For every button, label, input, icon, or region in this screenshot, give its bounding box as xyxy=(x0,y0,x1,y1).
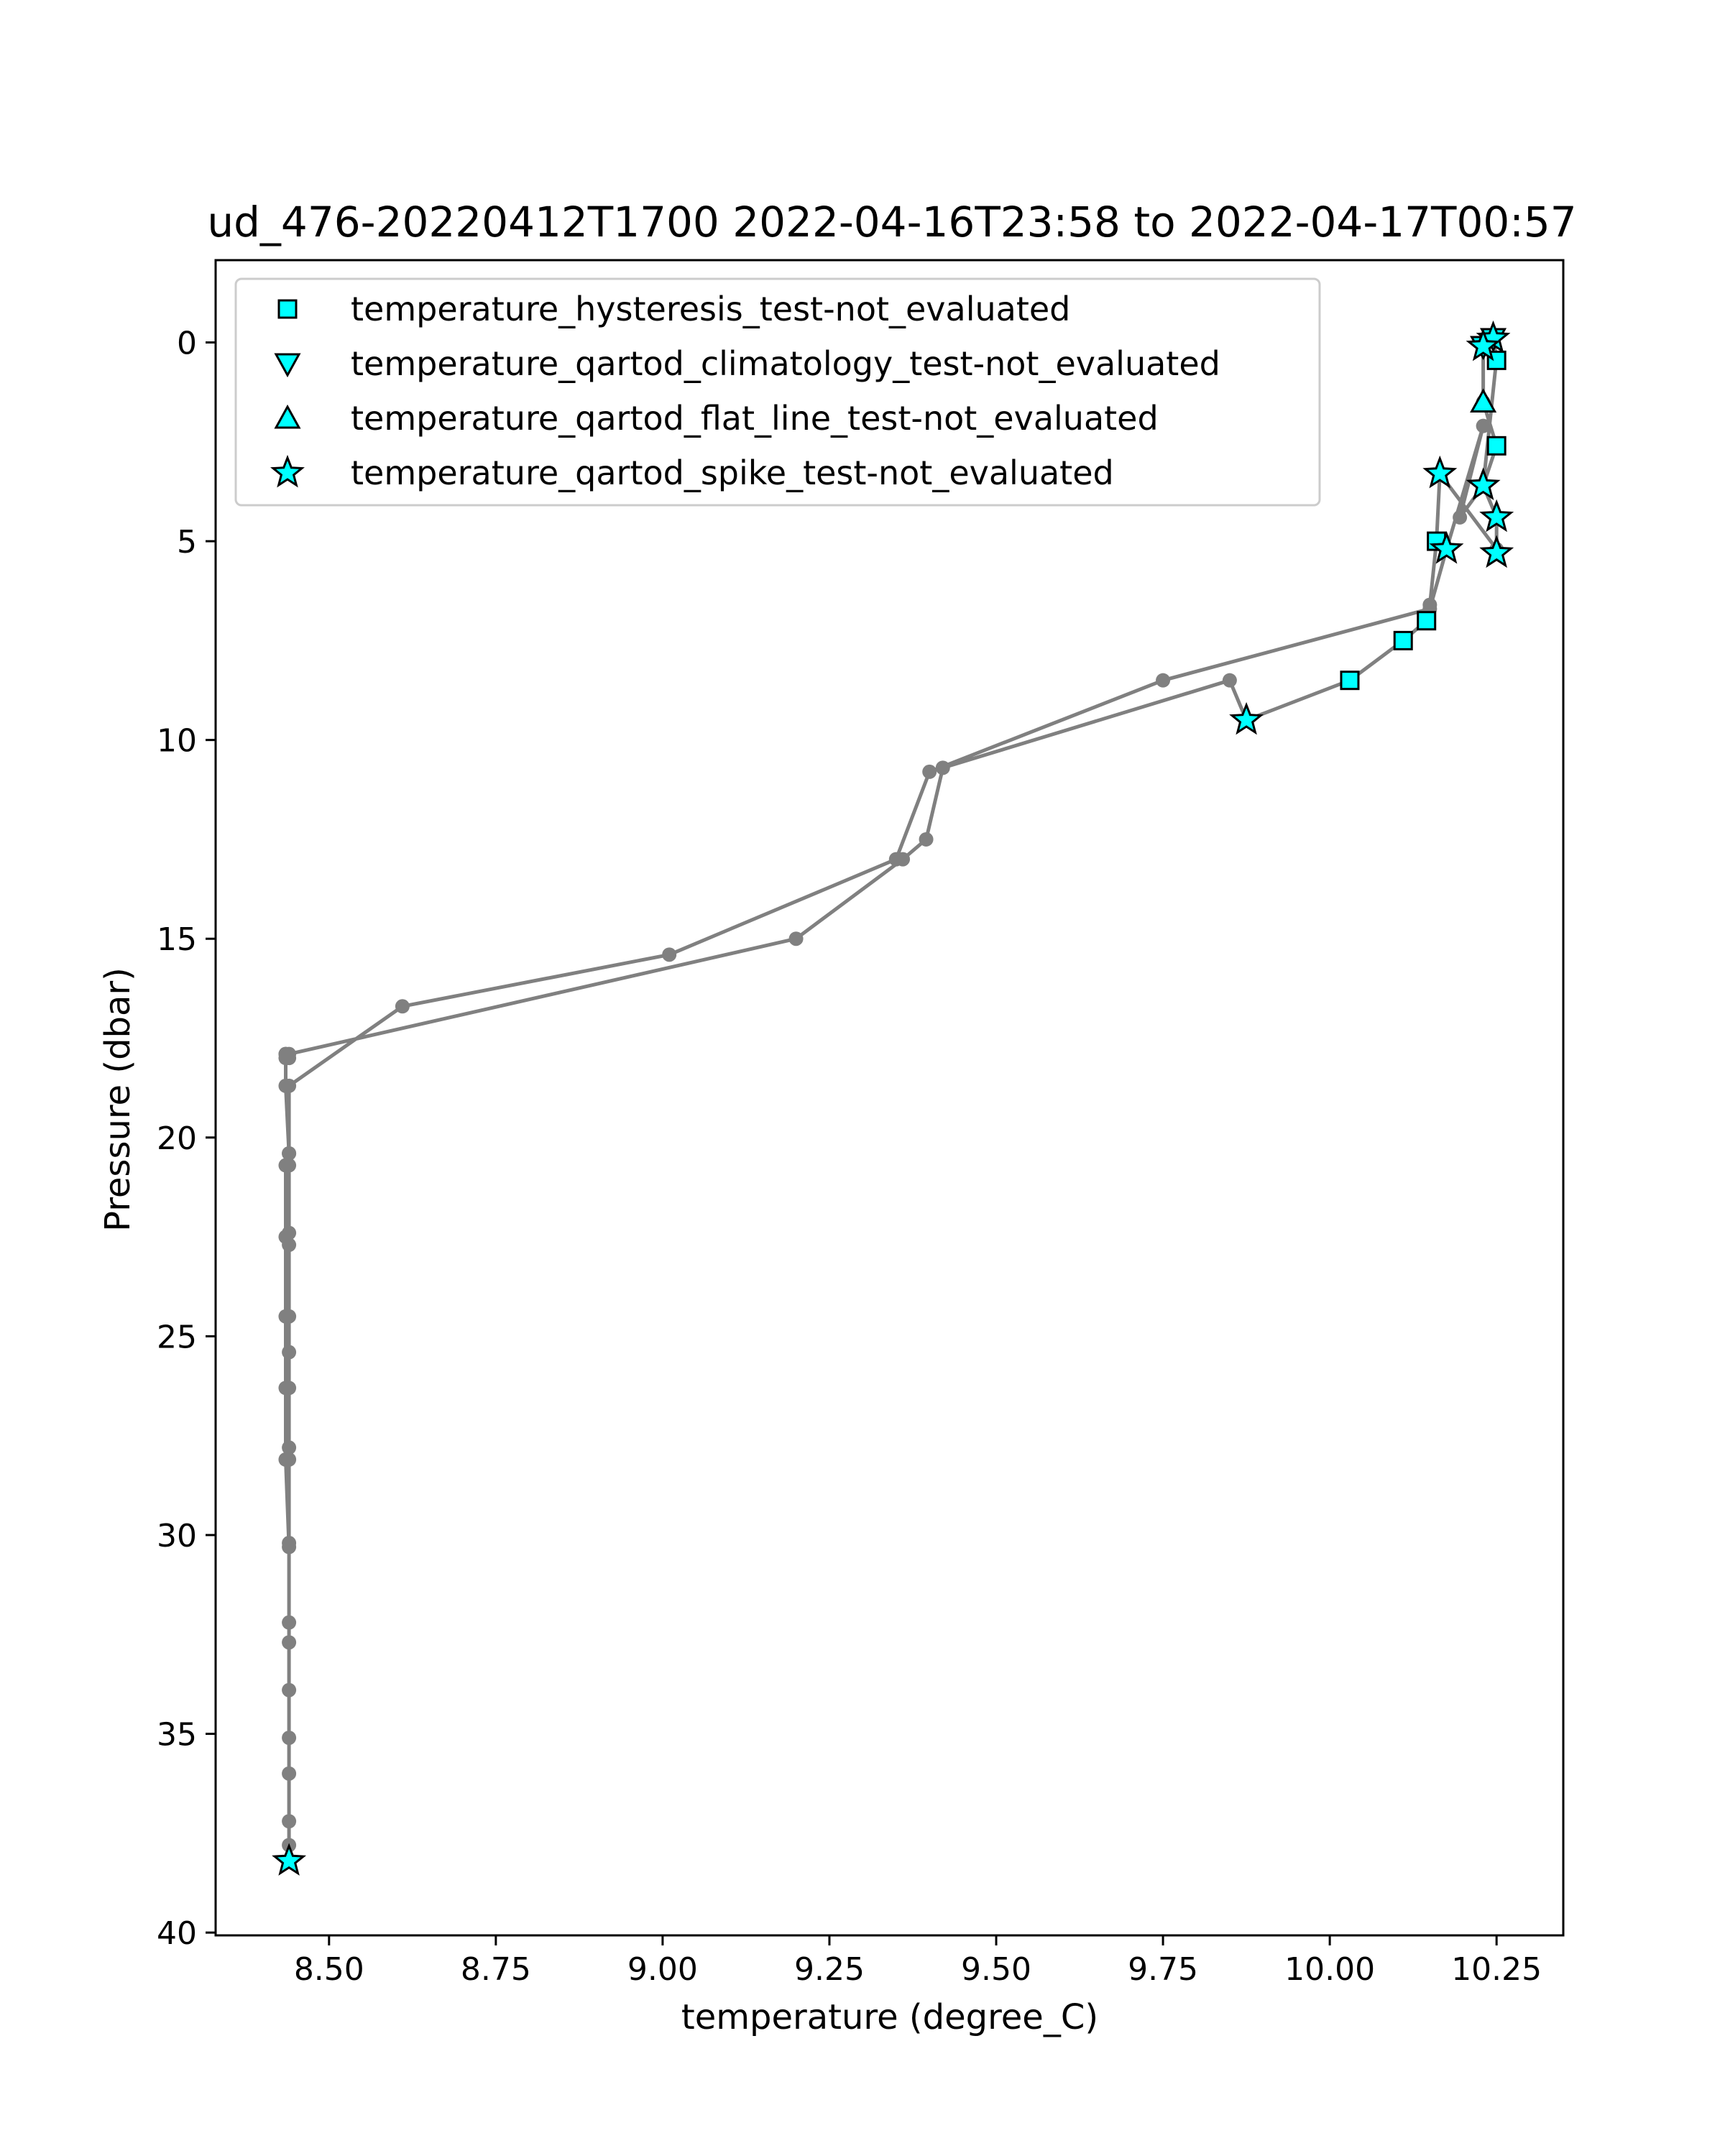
x-tick-label: 10.25 xyxy=(1451,1951,1542,1988)
series-marker-square xyxy=(1340,671,1360,691)
x-tick-label: 8.75 xyxy=(461,1951,531,1988)
y-tick-label: 40 xyxy=(157,1915,197,1952)
x-tick-label: 9.00 xyxy=(627,1951,698,1988)
x-tick-label: 8.50 xyxy=(294,1951,364,1988)
plot-frame xyxy=(214,259,1565,1937)
chart-title: ud_476-20220412T1700 2022-04-16T23:58 to… xyxy=(207,198,1576,247)
profile-point xyxy=(282,1345,297,1360)
y-tick-label: 25 xyxy=(157,1319,197,1355)
profile-point xyxy=(282,1766,297,1781)
profile-point xyxy=(282,1309,297,1324)
series-marker-square xyxy=(1417,611,1437,631)
y-tick-label: 0 xyxy=(177,326,197,362)
profile-point xyxy=(935,760,950,775)
profile-point xyxy=(282,1440,297,1455)
y-axis-label: Pressure (dbar) xyxy=(98,967,138,1232)
y-tick-label: 30 xyxy=(157,1518,197,1554)
x-axis: 8.50 8.75 9.00 9.25 9.50 9.75 10.00 10.25 xyxy=(294,1935,1542,1988)
x-tick-label: 9.25 xyxy=(794,1951,865,1988)
series-marker-star xyxy=(1466,328,1501,361)
profile-point xyxy=(282,1814,297,1829)
profile-point xyxy=(282,1536,297,1551)
legend-marker-triangle-down xyxy=(274,353,301,378)
profile-line xyxy=(284,337,1499,1864)
y-axis: 0 5 10 15 20 25 30 35 40 xyxy=(157,326,216,1952)
profile-point xyxy=(1476,418,1491,433)
x-axis-label: temperature (degree_C) xyxy=(681,1997,1098,2037)
profile-point xyxy=(282,1046,297,1061)
legend-box xyxy=(234,277,1321,507)
profile-point xyxy=(1453,510,1468,525)
y-tick-label: 15 xyxy=(157,921,197,958)
series-marker-star xyxy=(1479,499,1514,533)
series-marker-star xyxy=(272,1843,307,1876)
profile-point xyxy=(662,947,677,962)
series-marker-triangle-up xyxy=(1470,388,1497,413)
legend-marker-triangle-up xyxy=(274,404,301,429)
y-tick-label: 20 xyxy=(157,1120,197,1157)
profile-point xyxy=(282,1381,297,1396)
profile-point xyxy=(282,1158,297,1173)
profile-point xyxy=(922,764,937,779)
series-marker-star xyxy=(1422,455,1458,489)
profile-point xyxy=(282,1615,297,1630)
profile-point xyxy=(919,831,934,847)
y-tick-label: 5 xyxy=(177,524,197,561)
profile-point xyxy=(395,999,410,1014)
profile-point xyxy=(788,931,804,946)
profile-point xyxy=(1222,673,1237,688)
profile-point xyxy=(282,1682,297,1697)
x-tick-label: 9.75 xyxy=(1128,1951,1198,1988)
profile-point xyxy=(282,1635,297,1650)
y-tick-label: 10 xyxy=(157,723,197,760)
x-tick-label: 9.50 xyxy=(961,1951,1031,1988)
profile-point xyxy=(282,1731,297,1746)
series-marker-star xyxy=(1429,530,1464,564)
legend: temperature_hysteresis_test-not_evaluate… xyxy=(234,277,1321,507)
profile-point xyxy=(282,1452,297,1467)
series-marker-star xyxy=(1229,701,1264,735)
profile-layer xyxy=(278,331,1504,1869)
y-tick-label: 35 xyxy=(157,1717,197,1754)
series-marker-star xyxy=(1466,467,1501,500)
legend-label: temperature_qartod_spike_test-not_evalua… xyxy=(351,453,1114,492)
profile-point xyxy=(1422,597,1438,612)
series-marker-square xyxy=(1486,436,1506,456)
x-tick-label: 10.00 xyxy=(1284,1951,1375,1988)
series-marker-square xyxy=(1393,630,1413,650)
profile-point xyxy=(896,852,911,867)
profile-point xyxy=(282,1146,297,1161)
series-marker-star xyxy=(1479,535,1514,568)
profile-point xyxy=(1156,673,1171,688)
legend-marker-square xyxy=(277,299,298,319)
profile-point xyxy=(282,1225,297,1240)
legend-marker-star xyxy=(270,454,305,488)
markers-layer xyxy=(272,320,1514,1876)
legend-label: temperature_qartod_climatology_test-not_… xyxy=(351,344,1220,383)
legend-label: temperature_qartod_flat_line_test-not_ev… xyxy=(351,399,1159,438)
profile-point xyxy=(278,1078,293,1093)
legend-label: temperature_hysteresis_test-not_evaluate… xyxy=(351,290,1070,328)
profile-point xyxy=(282,1238,297,1253)
